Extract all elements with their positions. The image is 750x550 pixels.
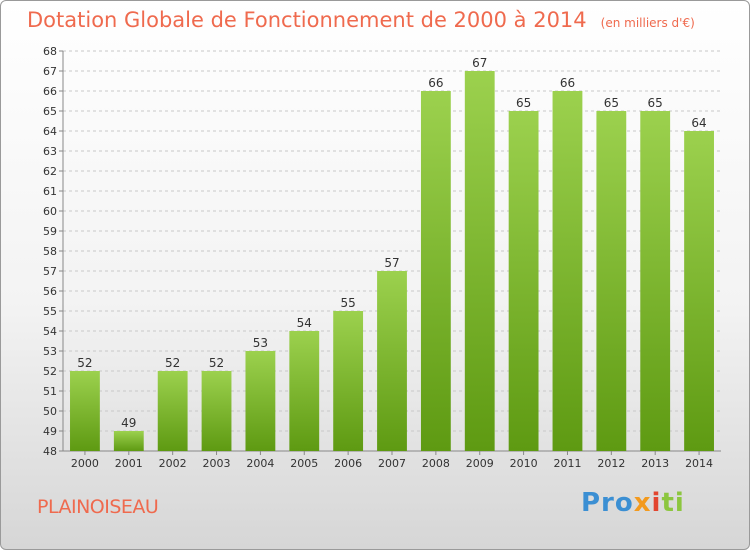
y-tick-label: 66 [43,85,57,98]
bar [684,131,714,451]
y-tick-label: 49 [43,425,57,438]
x-tick-label: 2000 [71,457,99,470]
y-tick-label: 61 [43,185,57,198]
bar [333,311,364,451]
x-tick-label: 2004 [246,457,274,470]
y-tick-label: 53 [43,345,57,358]
data-label: 57 [384,256,399,270]
y-tick-label: 62 [43,165,57,178]
bar [157,371,188,451]
bar [70,371,100,451]
bar [552,91,583,451]
data-label: 52 [77,356,92,370]
y-tick-label: 60 [43,205,57,218]
data-label: 66 [428,76,443,90]
data-label: 49 [121,416,136,430]
y-tick-label: 64 [43,125,57,138]
x-tick-label: 2007 [378,457,406,470]
bar [464,71,495,451]
y-tick-label: 63 [43,145,57,158]
y-tick-label: 51 [43,385,57,398]
data-label: 55 [340,296,355,310]
x-tick-label: 2002 [159,457,187,470]
bar [420,91,451,451]
bars [70,71,714,451]
chart-unit: (en milliers d'€) [600,16,695,30]
y-tick-label: 54 [43,325,57,338]
bar [289,331,320,451]
x-tick-label: 2013 [641,457,669,470]
x-tick-label: 2010 [510,457,538,470]
labels: 48 49 50 51 52 53 54 55 56 57 58 59 60 61 62 63 64 65 66 67… [43,45,713,470]
chart-title: Dotation Globale de Fonctionnement de 20… [27,8,695,32]
data-label: 67 [472,56,487,70]
data-label: 52 [165,356,180,370]
y-tick-label: 68 [43,45,57,58]
bar [113,431,144,451]
y-tick-label: 50 [43,405,57,418]
y-tick-label: 65 [43,105,57,118]
x-tick-label: 2014 [685,457,713,470]
bar [377,271,407,451]
x-tick-label: 2006 [334,457,362,470]
data-label: 65 [604,96,619,110]
bar [201,371,232,451]
y-tick-label: 52 [43,365,57,378]
data-label: 65 [648,96,663,110]
data-label: 64 [691,116,706,130]
bar [596,111,627,451]
x-tick-label: 2008 [422,457,450,470]
y-tick-label: 59 [43,225,57,238]
proxiti-logo: Proxiti [581,488,685,518]
commune-name: PLAINOISEAU [37,496,159,518]
bar [508,111,539,451]
y-tick-label: 67 [43,65,57,78]
data-label: 66 [560,76,575,90]
y-tick-label: 48 [43,445,57,458]
data-label: 53 [253,336,268,350]
y-tick-label: 56 [43,285,57,298]
x-tick-label: 2003 [203,457,231,470]
bar [245,351,276,451]
chart-title-text: Dotation Globale de Fonctionnement de 20… [27,8,587,32]
x-tick-label: 2011 [553,457,581,470]
y-tick-label: 55 [43,305,57,318]
y-tick-label: 57 [43,265,57,278]
data-label: 52 [209,356,224,370]
x-tick-label: 2005 [290,457,318,470]
x-tick-label: 2009 [466,457,494,470]
data-label: 65 [516,96,531,110]
data-label: 54 [297,316,312,330]
bar [640,111,671,451]
x-tick-label: 2001 [115,457,143,470]
y-tick-label: 58 [43,245,57,258]
x-tick-label: 2012 [597,457,625,470]
